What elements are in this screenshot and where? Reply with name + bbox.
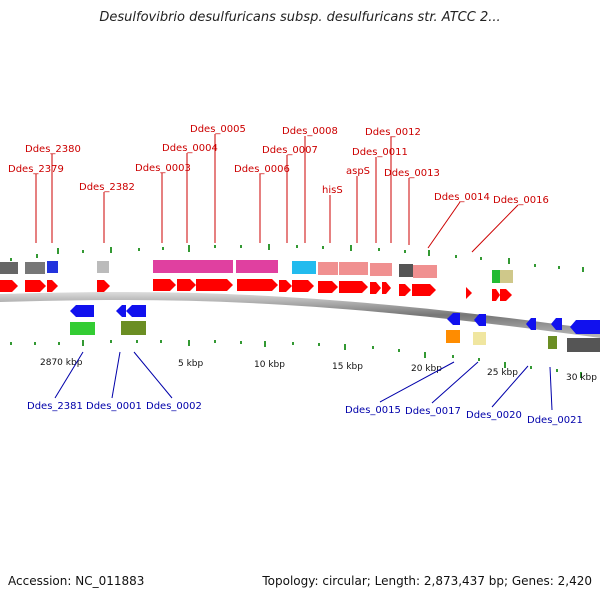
gene-label: aspS — [346, 166, 370, 177]
gene-label: Ddes_0014 — [434, 192, 490, 203]
gene-label: Ddes_0015 — [345, 405, 401, 416]
gene-label: Ddes_0008 — [282, 126, 338, 137]
kbp-label: 15 kbp — [332, 362, 363, 372]
gene-label: Ddes_0016 — [493, 195, 549, 206]
gene-label: Ddes_2380 — [25, 144, 81, 155]
gene-label: Ddes_0003 — [135, 163, 191, 174]
gene-label: Ddes_0011 — [352, 147, 408, 158]
kbp-label: 30 kbp — [566, 373, 597, 383]
reverse-label-lines — [54, 351, 553, 411]
forward-genes — [0, 279, 512, 301]
gene-label: Ddes_0007 — [262, 145, 318, 156]
gene-label: Ddes_2379 — [8, 164, 64, 175]
gene-label: hisS — [322, 185, 343, 196]
accession-text: Accession: NC_011883 — [8, 574, 145, 588]
cog-boxes-reverse — [70, 321, 600, 352]
kbp-label: 25 kbp — [487, 368, 518, 378]
kbp-label: 10 kbp — [254, 360, 285, 370]
forward-labels: Ddes_2380 Ddes_2379 Ddes_2382 Ddes_0005 … — [8, 124, 549, 206]
gene-label: Ddes_2382 — [79, 182, 135, 193]
gene-label: Ddes_0002 — [146, 401, 202, 412]
gene-label: Ddes_0004 — [162, 143, 218, 154]
kbp-label: 5 kbp — [178, 359, 204, 369]
gene-label: Ddes_0006 — [234, 164, 290, 175]
gene-label: Ddes_0012 — [365, 127, 421, 138]
tick-track-top — [10, 244, 584, 272]
gene-label: Ddes_0020 — [466, 410, 522, 421]
kbp-label: 2870 kbp — [40, 358, 83, 368]
gene-label: Ddes_0017 — [405, 406, 461, 417]
gene-label: Ddes_0001 — [86, 401, 142, 412]
topology-summary: Topology: circular; Length: 2,873,437 bp… — [262, 574, 592, 588]
gene-label: Ddes_0021 — [527, 415, 583, 426]
gene-label: Ddes_0005 — [190, 124, 246, 135]
reverse-labels: Ddes_2381 Ddes_0001 Ddes_0002 Ddes_0015 … — [27, 401, 583, 426]
gene-label: Ddes_2381 — [27, 401, 83, 412]
cog-boxes-forward — [0, 260, 513, 283]
tick-track-bottom — [10, 340, 582, 378]
forward-label-lines — [35, 134, 519, 253]
map-title: Desulfovibrio desulfuricans subsp. desul… — [99, 10, 501, 25]
gene-label: Ddes_0013 — [384, 168, 440, 179]
kbp-label: 20 kbp — [411, 364, 442, 374]
reverse-genes — [70, 305, 600, 334]
kbp-labels: 2870 kbp 5 kbp 10 kbp 15 kbp 20 kbp 25 k… — [40, 358, 597, 383]
